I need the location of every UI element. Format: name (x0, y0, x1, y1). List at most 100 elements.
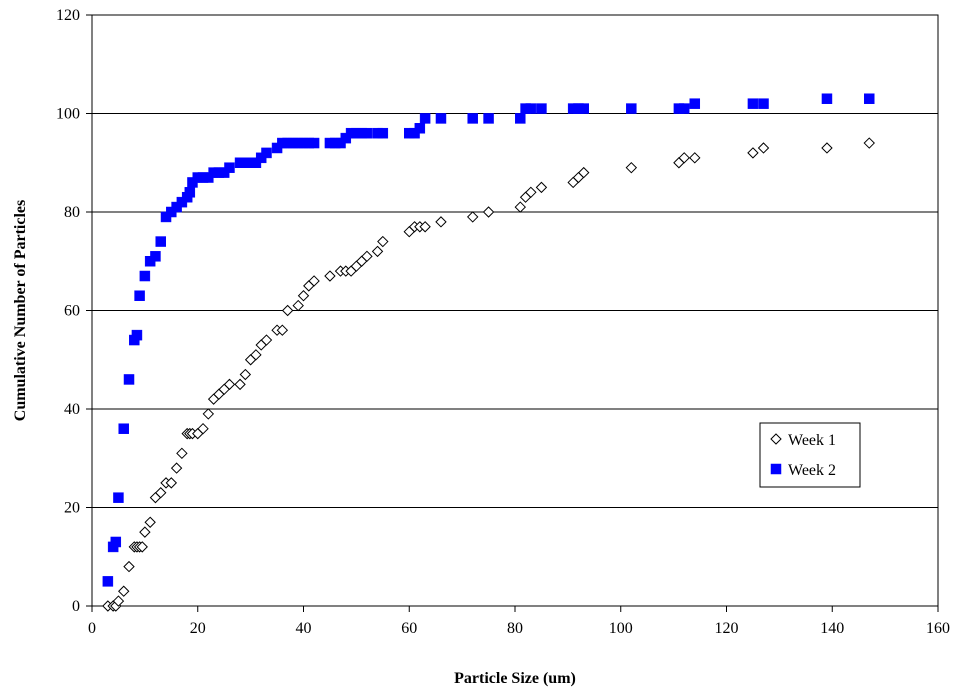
data-point (176, 447, 188, 460)
data-point (414, 123, 426, 134)
y-tick-label: 0 (72, 598, 80, 615)
y-tick-label: 40 (64, 401, 80, 418)
data-point (536, 103, 547, 114)
data-point (234, 378, 246, 391)
data-point (260, 334, 273, 346)
data-point (250, 349, 262, 361)
data-point (224, 162, 235, 173)
data-point (184, 187, 196, 198)
data-point (261, 147, 272, 159)
legend-item: Week 1 (770, 432, 836, 449)
x-tick-label: 100 (609, 620, 633, 637)
x-tick-label: 160 (926, 620, 950, 637)
data-point (165, 477, 178, 489)
data-point (377, 235, 389, 248)
x-axis-title: Particle Size (um) (454, 670, 576, 687)
data-point (747, 147, 759, 159)
x-tick-label: 0 (88, 620, 96, 637)
data-point (678, 152, 690, 164)
data-point (361, 127, 373, 139)
data-point (170, 462, 183, 474)
x-tick-label: 60 (401, 620, 417, 637)
x-tick-label: 20 (190, 620, 206, 637)
data-point (281, 304, 294, 317)
data-point (626, 103, 637, 114)
data-point (150, 251, 161, 262)
data-point (689, 152, 701, 164)
data-point (155, 487, 167, 499)
data-point (625, 161, 638, 174)
x-tick-label: 120 (715, 620, 739, 637)
data-point (276, 324, 289, 336)
data-point (324, 270, 336, 282)
data-point (747, 98, 759, 109)
data-point (377, 127, 389, 139)
data-point (525, 103, 537, 114)
data-point (308, 137, 320, 149)
data-point (435, 216, 447, 228)
data-point (525, 186, 537, 199)
axis-ticks (86, 14, 939, 612)
legend-box (759, 422, 861, 488)
data-point (467, 113, 478, 124)
x-tick-label: 80 (507, 620, 523, 637)
data-point (308, 275, 320, 287)
data-point (678, 103, 690, 114)
data-point (197, 422, 209, 435)
data-point (144, 516, 156, 528)
legend-label: Week 2 (788, 462, 836, 479)
data-point (239, 368, 252, 381)
data-point (139, 526, 151, 538)
data-point (113, 492, 124, 503)
data-point (864, 93, 875, 104)
data-point (371, 245, 384, 258)
data-point (223, 378, 236, 391)
data-point (202, 408, 215, 420)
data-point (155, 236, 166, 247)
data-point (514, 201, 526, 213)
data-point (102, 576, 114, 587)
series-1 (102, 137, 875, 612)
y-tick-label: 120 (56, 7, 80, 24)
data-point (689, 98, 701, 109)
data-point (419, 113, 431, 124)
data-point (112, 595, 125, 607)
data-point (435, 113, 447, 124)
y-tick-label: 100 (56, 106, 80, 123)
series-2 (102, 93, 875, 587)
x-tick-label: 40 (296, 620, 312, 637)
data-point (515, 113, 526, 124)
data-point (419, 221, 431, 233)
x-axis-tick-labels: 0 20 40 60 80 100 120 140 160 (88, 620, 950, 637)
y-tick-label: 60 (64, 303, 80, 320)
legend-marker-square (770, 463, 782, 475)
data-point (578, 166, 590, 179)
data-point (361, 250, 373, 263)
y-axis-title: Cumulative Number of Particles (12, 200, 29, 421)
data-point (131, 329, 143, 341)
legend-item: Week 2 (770, 462, 836, 479)
legend: Week 1 Week 2 (759, 422, 861, 488)
y-axis-tick-labels: 0 20 40 60 80 100 120 (56, 7, 80, 615)
data-point (466, 211, 479, 223)
data-point (535, 181, 548, 194)
legend-label: Week 1 (788, 432, 836, 449)
y-tick-label: 20 (64, 500, 80, 517)
data-point (757, 142, 770, 154)
data-point (118, 585, 130, 597)
data-point (123, 374, 135, 385)
y-tick-label: 80 (64, 204, 80, 221)
data-point (483, 113, 494, 124)
x-tick-label: 140 (820, 620, 844, 637)
data-point (118, 423, 129, 434)
gridlines (92, 14, 938, 607)
data-point (821, 142, 833, 154)
data-point (134, 290, 145, 301)
data-point (110, 536, 122, 548)
data-point (482, 206, 495, 218)
data-point (821, 93, 833, 104)
data-point (578, 103, 589, 114)
series-markers (102, 93, 875, 612)
data-point (123, 560, 135, 573)
